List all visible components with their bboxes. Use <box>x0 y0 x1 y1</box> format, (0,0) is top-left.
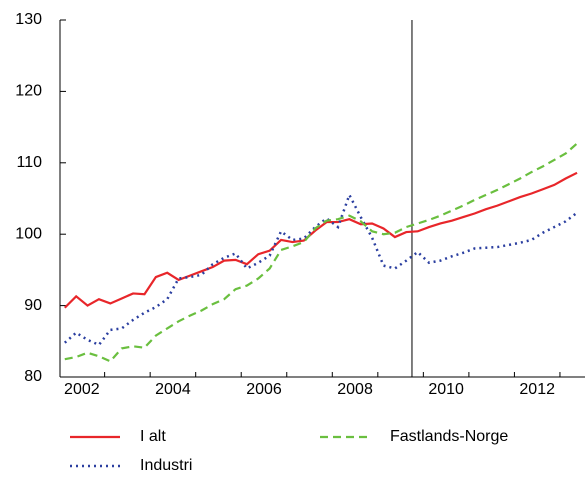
x-tick-label: 2012 <box>519 381 555 398</box>
series-line <box>64 171 578 309</box>
legend-label: I alt <box>140 428 166 445</box>
y-tick-label: 120 <box>15 83 42 100</box>
legend-label: Industri <box>140 457 192 474</box>
x-tick-label: 2010 <box>428 381 464 398</box>
y-tick-label: 110 <box>16 154 42 171</box>
x-tick-label: 2002 <box>64 381 100 398</box>
y-tick-label: 100 <box>15 225 42 242</box>
y-tick-label: 130 <box>15 11 42 28</box>
series-line <box>64 142 578 363</box>
x-tick-label: 2004 <box>155 381 191 398</box>
y-tick-label: 80 <box>24 368 42 385</box>
legend-label: Fastlands-Norge <box>390 428 508 445</box>
x-tick-label: 2006 <box>246 381 282 398</box>
x-tick-label: 2008 <box>337 381 373 398</box>
y-tick-label: 90 <box>24 297 42 314</box>
series-line <box>63 191 578 347</box>
